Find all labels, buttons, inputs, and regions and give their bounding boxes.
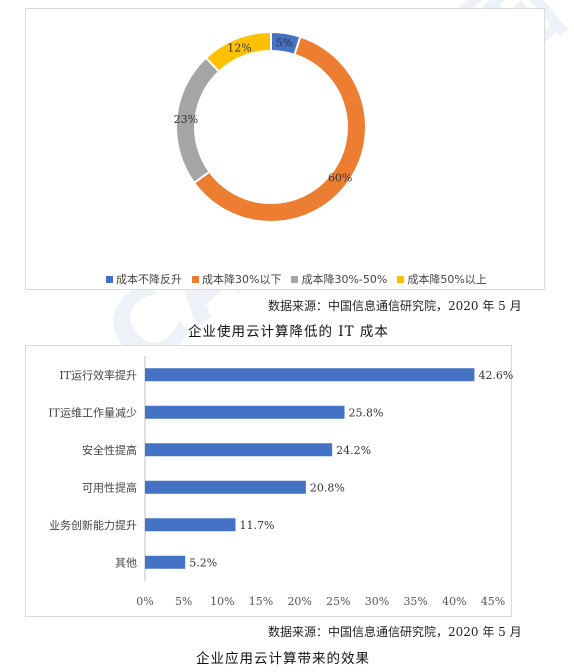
donut-slice-label-3: 12%: [227, 42, 251, 55]
donut-legend: 成本不降反升 成本降30%以下 成本降30%-50% 成本降50%以上: [106, 271, 487, 287]
figure-caption-2: 企业应用云计算带来的效果: [196, 651, 370, 667]
legend-swatch-1: [192, 275, 199, 283]
source-note-1: 数据来源：中国信息通信研究院，2020 年 5 月: [268, 299, 522, 313]
category-label-4: 业务创新能力提升: [49, 518, 137, 532]
bar-chart-panel: IT运行效率提升 42.6% IT运维工作量减少 25.8% 安全性提高 24.2% 可用性…: [25, 345, 513, 617]
bar-3: [145, 480, 306, 494]
x-tick-label-4: 20%: [287, 595, 311, 608]
category-label-0: IT运行效率提升: [59, 368, 137, 382]
x-tick-label-8: 40%: [442, 595, 466, 608]
donut-slice-label-1: 60%: [328, 171, 352, 184]
x-tick-label-7: 35%: [403, 595, 427, 608]
legend-swatch-3: [397, 275, 405, 283]
x-tick-label-3: 15%: [249, 595, 273, 608]
x-tick-label-5: 25%: [326, 595, 350, 608]
category-label-5: 其他: [115, 556, 137, 569]
legend-item-1: 成本降30%以下: [192, 271, 281, 287]
donut-slice-1: [192, 35, 367, 223]
legend-label-3: 成本降50%以上: [407, 273, 487, 286]
x-tick-label-6: 30%: [365, 595, 389, 608]
value-label-5: 5.2%: [189, 556, 217, 569]
figure-caption-1: 企业使用云计算降低的 IT 成本: [188, 324, 389, 340]
donut-slice-label-2: 23%: [174, 113, 198, 126]
bar-chart: IT运行效率提升 42.6% IT运维工作量减少 25.8% 安全性提高 24.2% 可用性…: [48, 356, 513, 608]
donut-slice-3: [204, 30, 272, 74]
donut-slice-label-0: 5%: [276, 37, 293, 50]
value-label-3: 20.8%: [310, 481, 345, 494]
source-note-2: 数据来源：中国信息通信研究院，2020 年 5 月: [268, 625, 522, 639]
bar-1: [145, 405, 345, 419]
legend-swatch-2: [291, 275, 299, 283]
category-label-1: IT运维工作量减少: [48, 406, 137, 419]
legend-label-1: 成本降30%以下: [202, 273, 282, 286]
x-tick-label-1: 5%: [175, 595, 192, 608]
legend-swatch-0: [106, 275, 113, 283]
legend-item-3: 成本降50%以上: [397, 271, 487, 287]
category-label-3: 可用性提高: [82, 480, 137, 494]
legend-label-0: 成本不降反升: [116, 273, 182, 286]
bar-2: [145, 443, 333, 457]
bar-5: [145, 555, 186, 569]
legend-item-0: 成本不降反升: [106, 271, 182, 287]
bar-0: [145, 368, 475, 382]
bar-4: [145, 518, 236, 532]
x-tick-label-0: 0%: [136, 595, 153, 608]
x-tick-label-2: 10%: [210, 595, 234, 608]
value-label-4: 11.7%: [239, 519, 274, 532]
value-label-1: 25.8%: [349, 406, 384, 419]
value-label-0: 42.6%: [478, 369, 513, 382]
x-tick-label-9: 45%: [481, 595, 505, 608]
value-label-2: 24.2%: [336, 444, 371, 457]
legend-item-2: 成本降30%-50%: [291, 271, 387, 287]
legend-label-2: 成本降30%-50%: [301, 273, 388, 286]
donut-chart: 5% 60% 23% 12%: [174, 30, 367, 223]
category-label-2: 安全性提高: [82, 443, 137, 457]
donut-chart-panel: 5% 60% 23% 12% 成本不降反升 成本降30%以下 成本降30%-50% 成本降5…: [25, 8, 545, 290]
